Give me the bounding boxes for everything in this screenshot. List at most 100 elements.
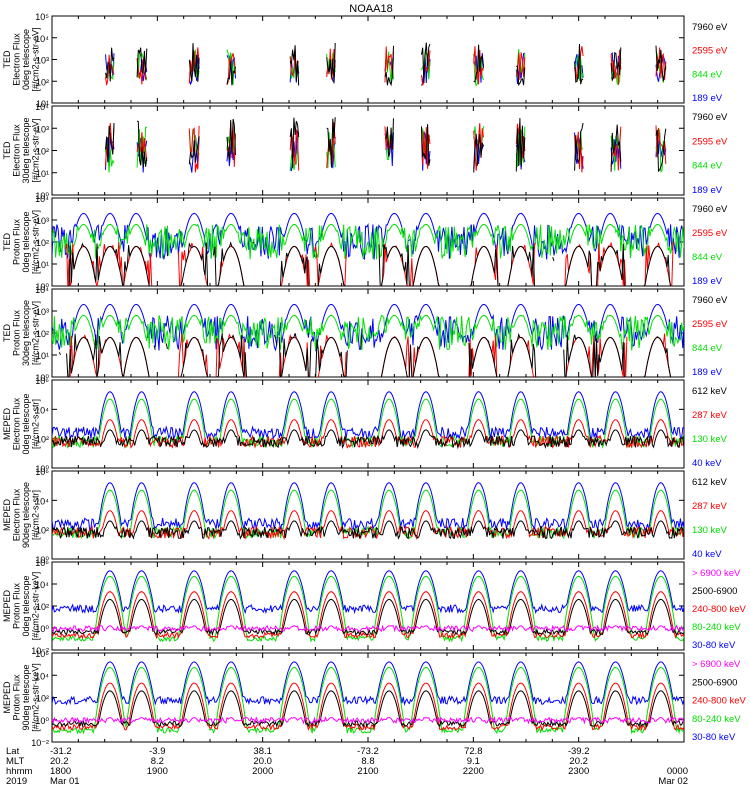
traces [52,212,684,286]
legend-entry: 287 keV [692,410,728,421]
footer-value: 72.8 [464,746,483,757]
series-trace [52,223,684,260]
y-axis-label: Electron Flux [12,33,22,86]
series-trace [105,117,667,173]
footer-row-label: hhmm [6,766,32,777]
y-axis-label: [#/cm2-s-str-keV] [31,572,41,641]
footer-value: 2200 [463,766,484,777]
legend-entry: 240-800 keV [692,696,747,707]
y-axis-label: Proton Flux [12,674,22,721]
y-tick-label: 10⁰ [35,464,49,474]
y-tick-label: 10⁵ [35,12,49,22]
y-axis-label: [#/cm2-s-str-keV] [31,663,41,732]
footer-value: Mar 02 [658,776,688,787]
legend-entry: 844 eV [692,69,723,80]
series-trace [52,715,684,725]
y-axis-label: 0deg telescope [21,575,31,636]
legend-entry: 7960 eV [692,295,728,306]
legend-entry: 2595 eV [692,46,728,57]
legend-entry: 2500-6900 [692,586,737,597]
footer-value: 2100 [357,766,378,777]
panel-8: 10⁻² 10⁰ 10² 10⁴ 10⁶ MEPED Proton Flux 90deg te… [2,649,747,748]
y-axis-label: 0deg telescope [21,29,31,90]
series-trace [52,419,684,450]
y-tick-label: 10¹ [36,351,49,361]
footer-value: 20.2 [50,756,69,767]
series-trace [52,598,684,637]
series-trace [52,482,684,531]
series-trace [52,429,684,450]
footer-row-label: 2019 [6,776,27,787]
traces [52,391,684,450]
traces [52,482,684,541]
y-tick-label: 10³ [36,124,49,134]
y-axis-label: Proton Flux [12,309,22,356]
panel-4: 10⁰ 10¹ 10² 10³ 10⁴ TED Proton Flux 30deg teles… [2,285,728,383]
legend-entry: 80-240 keV [692,714,741,725]
y-tick-label: 10⁶ [35,558,49,568]
y-tick-label: 10⁻² [31,646,49,656]
legend-entry: > 6900 keV [692,568,741,579]
y-axis-label: Electron Flux [12,488,22,541]
footer-value: 38.1 [253,746,272,757]
series-trace [52,391,684,441]
footer-value: 1900 [147,766,168,777]
y-tick-label: 10⁴ [35,34,49,44]
y-tick-label: 10² [36,329,49,339]
footer-value: 1800 [50,766,71,777]
legend-entry: 130 keV [692,525,728,536]
y-tick-label: 10⁰ [35,716,49,726]
legend-entry: 240-800 keV [692,604,747,615]
y-axis-label: MEPED [2,681,12,714]
y-tick-label: 10⁴ [35,671,49,681]
footer-value: 20.2 [569,756,588,767]
legend-entry: 7960 eV [692,112,728,123]
legend-entry: 80-240 keV [692,622,741,633]
y-tick-label: 10⁰ [35,373,49,383]
y-axis-label: [#/cm2-s-str-eV] [31,118,41,182]
y-tick-label: 10⁴ [35,102,49,112]
legend-entry: 612 keV [692,477,728,488]
series-trace [52,570,684,615]
footer-value: 8.2 [151,756,164,767]
y-tick-label: 10² [36,526,49,536]
series-trace [52,314,684,351]
legend-entry: 612 keV [692,386,728,397]
y-tick-label: 10³ [36,216,49,226]
traces [52,661,684,735]
footer-value: 0000 [667,766,688,777]
panel-frame [51,379,685,469]
series-trace [105,42,667,87]
footer-value: 2300 [568,766,589,777]
panel-6: 10⁰ 10² 10⁴ 10⁶ MEPED Electron Flux 90deg tele… [2,467,728,565]
panel-2: 10⁰ 10¹ 10² 10³ 10⁴ TED Electron Flux 30deg tel… [2,102,728,201]
y-axis-label: MEPED [2,590,12,623]
legend-entry: > 6900 keV [692,659,741,670]
traces [52,570,684,643]
traces [105,42,667,87]
y-axis-label: [#/cm2-s-str-eV] [31,210,41,274]
y-tick-label: 10⁶ [35,649,49,659]
panel-frame [51,15,685,104]
y-axis-label: Electron Flux [12,397,22,450]
y-axis-label: TED [2,232,12,251]
series-trace [52,690,684,728]
y-axis-label: [#/cm2-s-str] [31,490,41,540]
legend-entry: 287 keV [692,501,728,512]
footer-value: -31.2 [50,746,72,757]
y-tick-label: 10² [36,435,49,445]
y-tick-label: 10¹ [36,169,49,179]
legend-entry: 2500-6900 [692,677,737,688]
y-tick-label: 10² [36,602,49,612]
y-tick-label: 10⁰ [35,282,49,292]
y-tick-label: 10⁰ [35,624,49,634]
y-tick-label: 10⁴ [35,580,49,590]
footer-value: -39.2 [568,746,590,757]
series-trace [52,661,684,706]
y-axis-label: [#/cm2-s-str-eV] [31,301,41,365]
y-axis-label: 0deg telescope [21,393,31,454]
legend-entry: 189 eV [692,185,723,196]
footer-row-label: MLT [6,756,24,767]
y-tick-label: 10⁴ [35,496,49,506]
y-tick-label: 10⁴ [35,405,49,415]
